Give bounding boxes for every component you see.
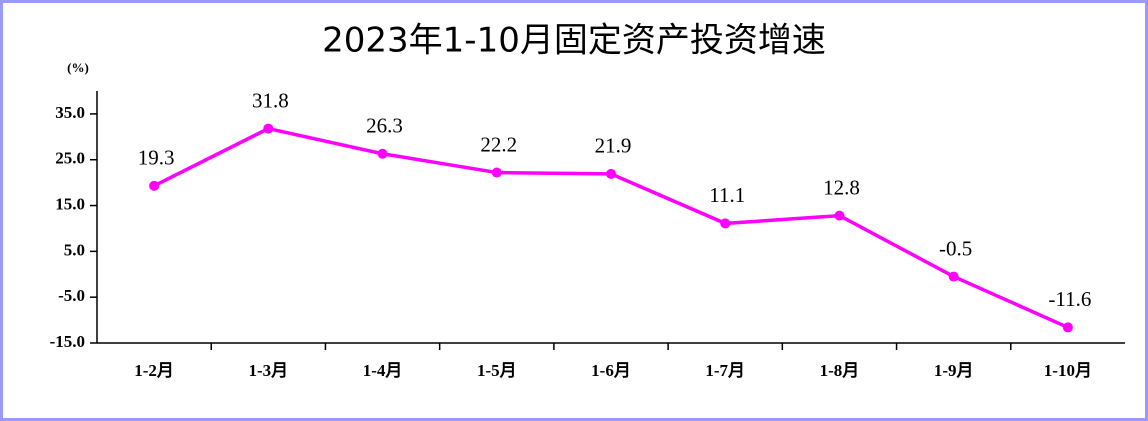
data-label: 22.2 — [480, 132, 517, 156]
point — [149, 180, 160, 191]
y-tick-label: 25.0 — [55, 149, 85, 168]
data-label: 26.3 — [366, 114, 403, 138]
y-tick-label: 15.0 — [55, 194, 85, 213]
point — [834, 210, 845, 221]
x-tick-label: 1-10月 — [1044, 361, 1092, 380]
point — [720, 218, 731, 229]
data-label: 19.3 — [138, 146, 175, 170]
point — [263, 123, 274, 134]
chart-title: 2023年1-10月固定资产投资增速 — [322, 21, 826, 61]
point — [377, 148, 388, 159]
y-tick-label: 5.0 — [64, 240, 85, 259]
point — [1062, 322, 1073, 333]
x-tick-label: 1-7月 — [705, 361, 745, 380]
data-label: 12.8 — [823, 175, 860, 199]
point — [606, 168, 616, 179]
x-tick-label: 1-4月 — [363, 361, 403, 380]
x-tick-label: 1-8月 — [820, 361, 860, 380]
data-label: 11.1 — [709, 183, 745, 207]
data-label: 21.9 — [595, 134, 632, 158]
data-label: -0.5 — [939, 236, 972, 260]
x-tick-label: 1-9月 — [934, 361, 974, 380]
y-tick-label: 35.0 — [55, 103, 85, 122]
y-tick-label: -5.0 — [58, 286, 85, 305]
x-tick-label: 1-3月 — [248, 361, 288, 380]
y-tick-label: -15.0 — [50, 332, 85, 351]
data-label: -11.6 — [1048, 287, 1091, 311]
x-tick-label: 1-2月 — [134, 361, 174, 380]
point — [491, 167, 502, 178]
x-tick-label: 1-5月 — [477, 361, 517, 380]
y-unit: (%) — [67, 60, 89, 75]
point — [948, 271, 959, 282]
x-tick-label: 1-6月 — [591, 361, 631, 380]
data-label: 31.8 — [252, 88, 289, 112]
